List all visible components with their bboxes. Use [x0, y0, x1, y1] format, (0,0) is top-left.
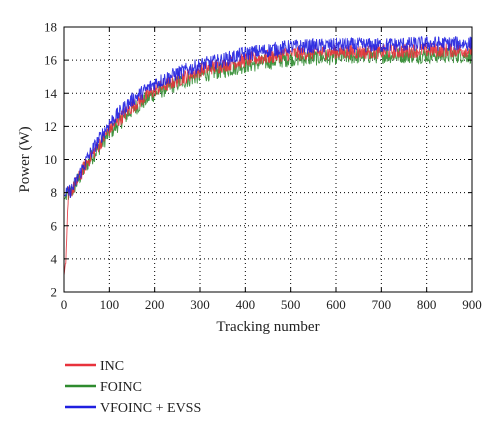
axis-ticks: 0 100 200 300 400 500 600 700 800 900 2 4 6 8 10 12 14 16…	[44, 20, 482, 313]
x-tick-label: 700	[372, 297, 392, 312]
x-tick-label: 300	[190, 297, 210, 312]
series-line-2	[63, 35, 473, 198]
y-axis-title: Power (W)	[17, 126, 33, 192]
y-tick-label: 10	[44, 152, 57, 167]
y-tick-label: 8	[51, 185, 58, 200]
x-tick-label: 200	[145, 297, 165, 312]
x-tick-label: 100	[100, 297, 120, 312]
y-tick-label: 16	[44, 53, 58, 68]
plot-series	[63, 35, 473, 276]
x-tick-label: 600	[326, 297, 346, 312]
y-tick-label: 14	[44, 86, 58, 101]
y-tick-label: 2	[51, 285, 58, 300]
x-tick-label: 400	[236, 297, 256, 312]
x-tick-label: 0	[61, 297, 68, 312]
y-tick-label: 4	[51, 251, 58, 266]
x-tick-label: 800	[417, 297, 437, 312]
y-tick-label: 6	[51, 218, 58, 233]
x-tick-label: 900	[462, 297, 482, 312]
legend-label: INC	[100, 359, 124, 374]
x-tick-label: 500	[281, 297, 301, 312]
y-tick-label: 18	[44, 20, 57, 35]
legend: INC FOINC VFOINC + EVSS	[65, 359, 201, 416]
series-line-1	[63, 47, 473, 201]
legend-label: VFOINC + EVSS	[100, 401, 201, 416]
legend-label: FOINC	[100, 380, 142, 395]
grid	[64, 27, 472, 292]
x-axis-title: Tracking number	[216, 319, 319, 335]
y-tick-label: 12	[44, 119, 57, 134]
